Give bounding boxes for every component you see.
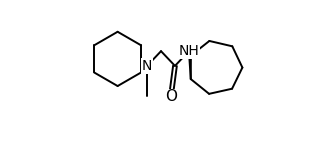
Text: NH: NH — [178, 44, 199, 58]
Text: N: N — [142, 59, 152, 73]
Text: O: O — [165, 89, 177, 104]
